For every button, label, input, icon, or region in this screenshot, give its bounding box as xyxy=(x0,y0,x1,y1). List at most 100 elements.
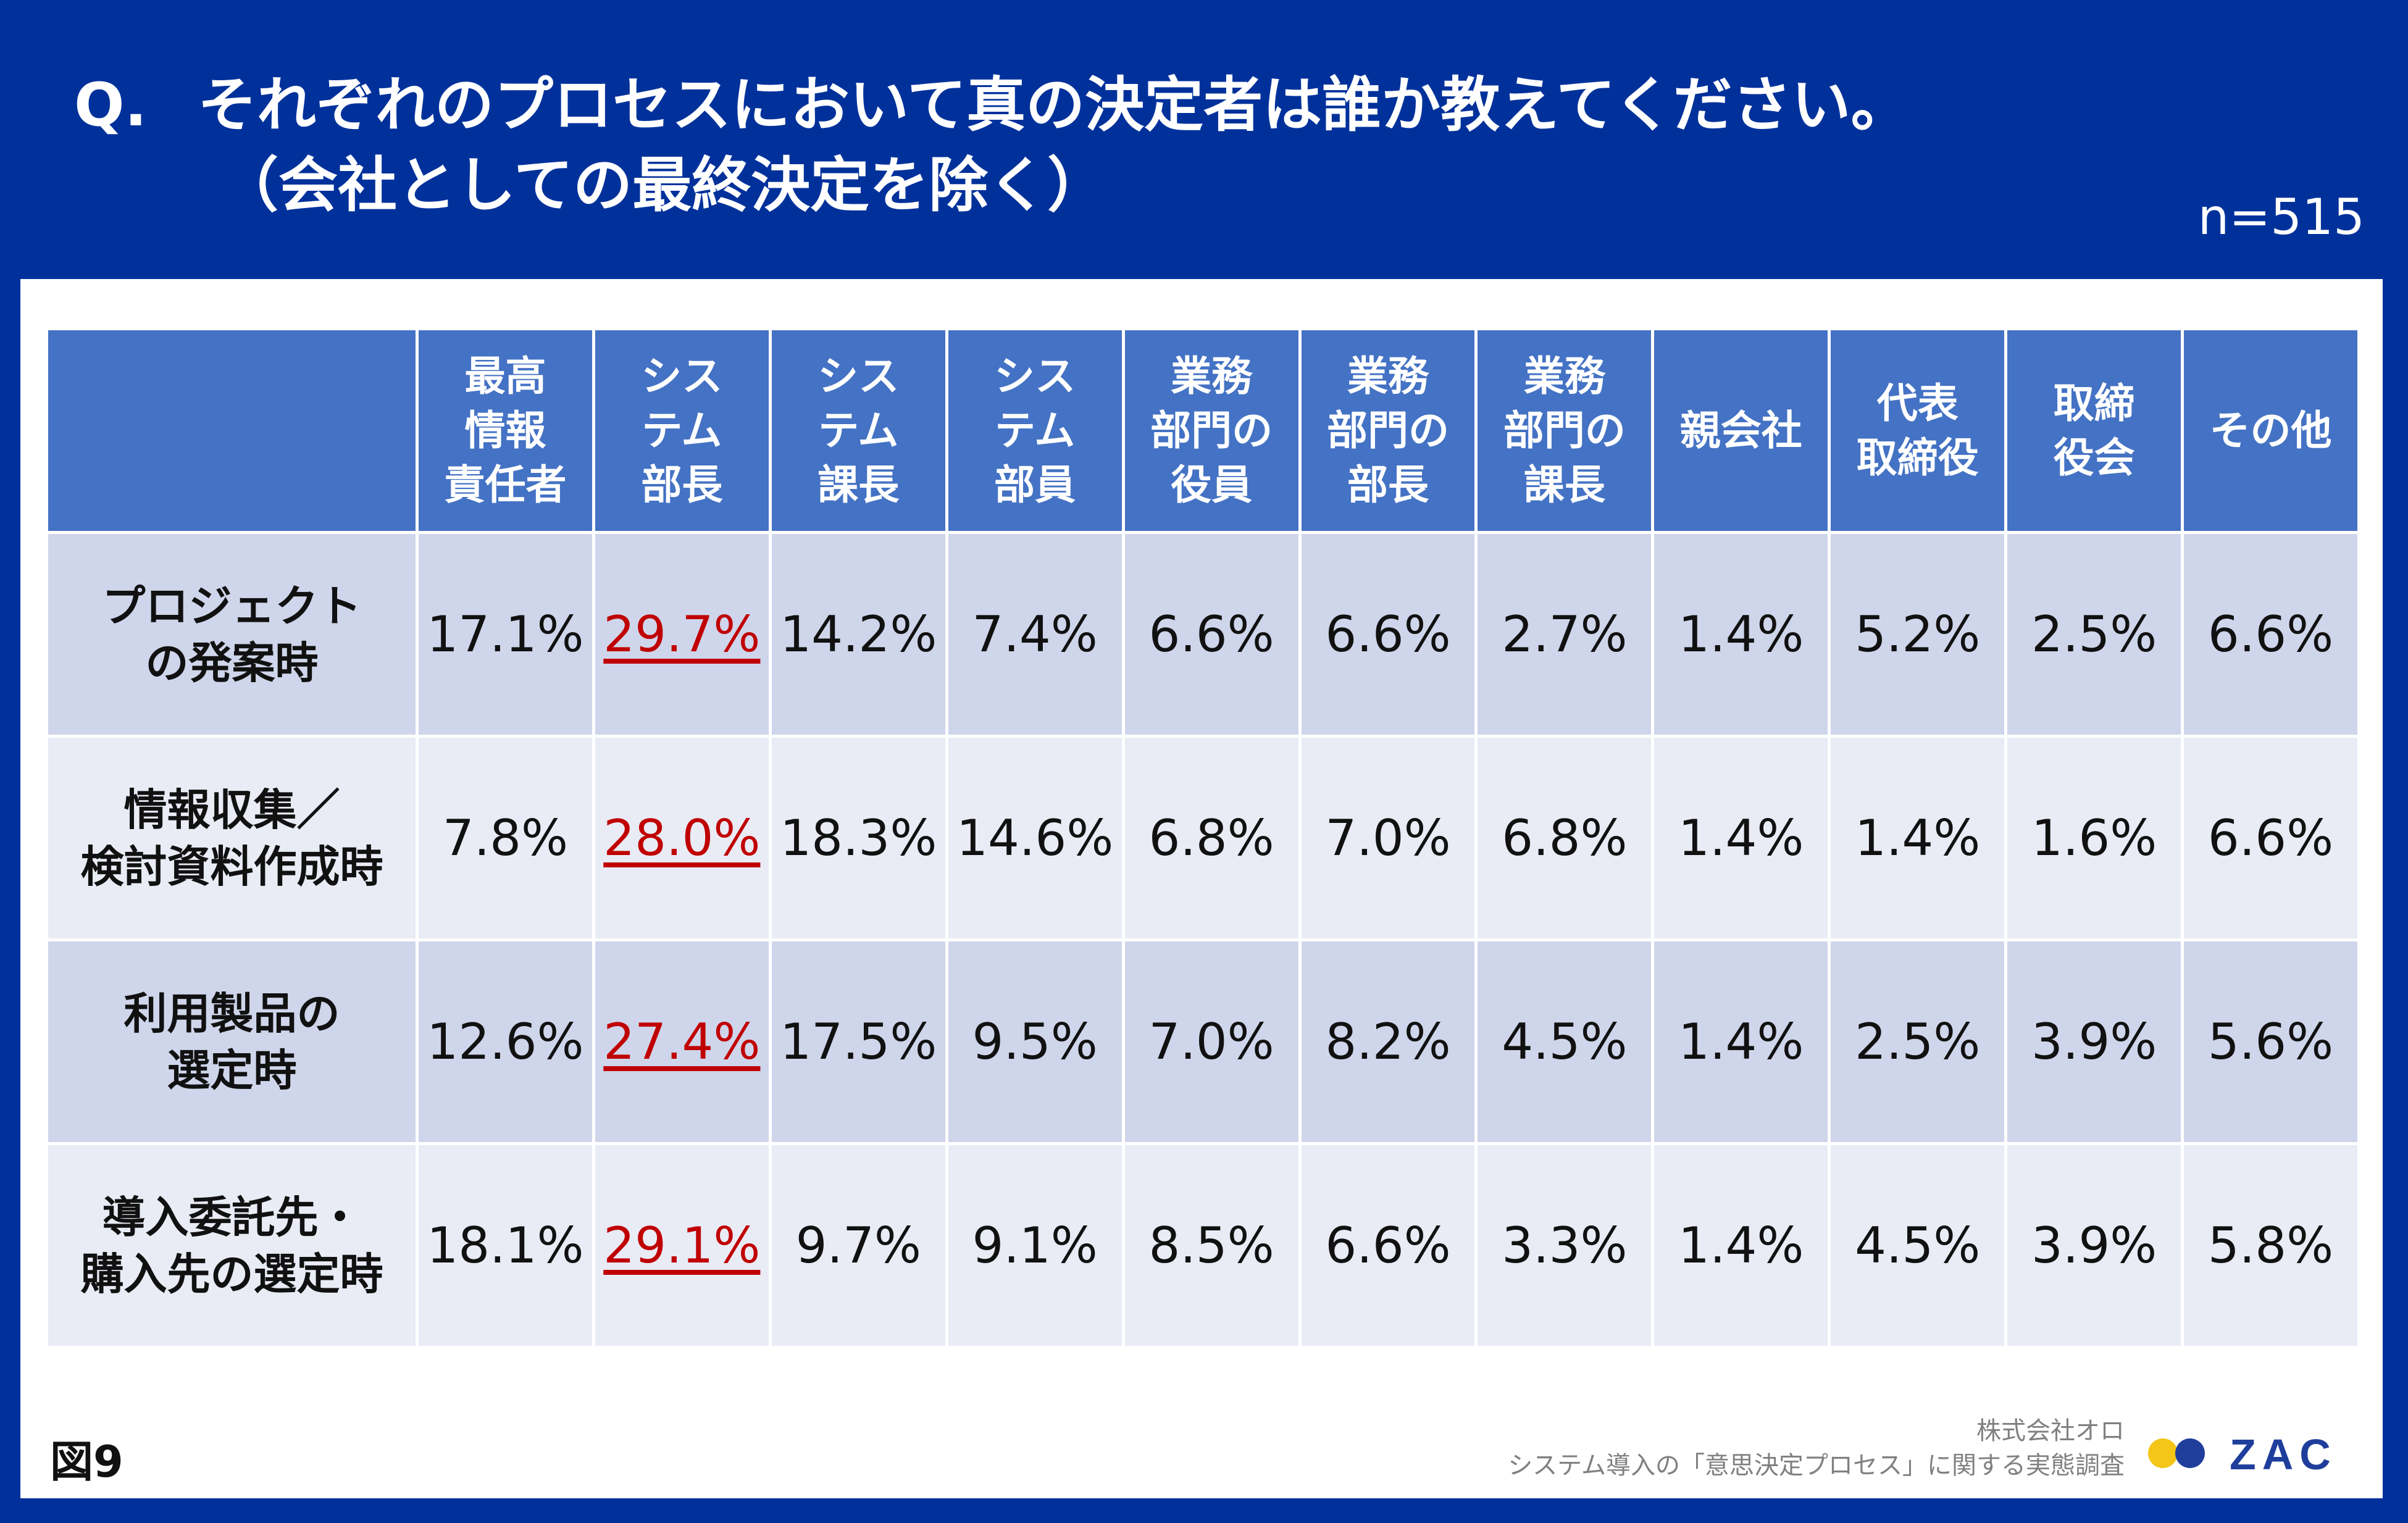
table-cell: 7.4% xyxy=(945,531,1125,738)
column-header-label: シス テム 部員 xyxy=(994,352,1076,509)
column-header-label: 取締 役会 xyxy=(2053,379,2135,482)
cell-value: 1.4% xyxy=(1678,1217,1804,1274)
cell-value: 12.6% xyxy=(427,1013,584,1070)
cell-value: 14.2% xyxy=(780,606,937,663)
column-header-label: 業務 部門の 課長 xyxy=(1503,352,1626,509)
table-cell: 9.1% xyxy=(945,1142,1125,1349)
table-cell: 7.0% xyxy=(1121,938,1302,1145)
cell-value: 3.3% xyxy=(1502,1217,1628,1274)
table-cell: 6.6% xyxy=(1298,531,1478,738)
cell-value: 7.0% xyxy=(1148,1013,1274,1070)
cell-value: 7.8% xyxy=(442,809,569,867)
logo-blue-dot xyxy=(2175,1438,2205,1468)
cell-value: 6.6% xyxy=(2207,809,2334,867)
table-cell: 4.5% xyxy=(1474,938,1655,1145)
credit: 株式会社オロ システム導入の「意思決定プロセス」に関する実態調査 xyxy=(1508,1414,2125,1483)
column-header: 親会社 xyxy=(1651,327,1831,534)
table-cell: 1.6% xyxy=(2004,735,2184,941)
cell-value: 2.7% xyxy=(1502,606,1628,663)
cell-value: 1.4% xyxy=(1855,809,1981,867)
table-cell: 6.6% xyxy=(1121,531,1302,738)
cell-value: 6.6% xyxy=(2207,606,2334,663)
cell-value: 14.6% xyxy=(956,809,1114,867)
question-text: それぞれのプロセスにおいて真の決定者は誰か教えてください。 xyxy=(198,70,1910,140)
column-header: 取締 役会 xyxy=(2004,327,2184,534)
row-header-label: 導入委託先・ 購入先の選定時 xyxy=(80,1191,383,1300)
table-cell: 17.5% xyxy=(768,938,948,1145)
table-body: プロジェクト の発案時 17.1% 29.7% 14.2% 7.4% 6.6% 6.6% 2.… xyxy=(45,531,2360,1349)
table-cell: 4.5% xyxy=(1828,1142,2008,1349)
zac-logo: ZAC xyxy=(2148,1427,2358,1479)
table-row: 情報収集／ 検討資料作成時 7.8% 28.0% 18.3% 14.6% 6.8% 7.0%… xyxy=(45,735,2360,941)
cell-value: 28.0% xyxy=(603,809,761,867)
cell-value: 3.9% xyxy=(2031,1217,2157,1274)
table-cell: 6.6% xyxy=(2181,531,2360,738)
credit-survey: システム導入の「意思決定プロセス」に関する実態調査 xyxy=(1508,1451,2125,1480)
column-header-label: シス テム 部長 xyxy=(641,352,723,509)
table-cell: 5.6% xyxy=(2181,938,2360,1145)
column-header: 業務 部門の 課長 xyxy=(1474,327,1655,534)
table-cell: 3.3% xyxy=(1474,1142,1655,1349)
row-header-label: プロジェクト の発案時 xyxy=(102,580,362,688)
cell-value: 9.7% xyxy=(795,1217,921,1274)
cell-value: 6.6% xyxy=(1148,606,1274,663)
column-header-label: 最高 情報 責任者 xyxy=(444,352,567,509)
cell-value: 6.8% xyxy=(1502,809,1628,867)
cell-value: 5.6% xyxy=(2207,1013,2334,1070)
table-cell: 1.4% xyxy=(1651,1142,1831,1349)
table-cell: 6.8% xyxy=(1121,735,1302,941)
table-cell: 18.3% xyxy=(768,735,948,941)
table-cell: 14.6% xyxy=(945,735,1125,941)
table-cell: 6.6% xyxy=(2181,735,2360,941)
row-header: 情報収集／ 検討資料作成時 xyxy=(45,735,419,941)
table-cell: 9.5% xyxy=(945,938,1125,1145)
cell-value: 2.5% xyxy=(2031,606,2157,663)
header-corner xyxy=(45,327,419,534)
row-header-label: 情報収集／ 検討資料作成時 xyxy=(80,784,383,892)
table-cell: 5.8% xyxy=(2181,1142,2360,1349)
row-header: 導入委託先・ 購入先の選定時 xyxy=(45,1142,419,1349)
column-header: シス テム 部員 xyxy=(945,327,1125,534)
column-header: 業務 部門の 役員 xyxy=(1121,327,1302,534)
column-header: シス テム 課長 xyxy=(768,327,948,534)
table-cell: 3.9% xyxy=(2004,938,2184,1145)
table-cell: 6.6% xyxy=(1298,1142,1478,1349)
row-header: 利用製品の 選定時 xyxy=(45,938,419,1145)
cell-value: 7.0% xyxy=(1325,809,1451,867)
cell-value: 8.5% xyxy=(1148,1217,1274,1274)
table-cell: 7.0% xyxy=(1298,735,1478,941)
question-prefix: Q. xyxy=(74,70,148,140)
table-cell: 6.8% xyxy=(1474,735,1655,941)
cell-value: 7.4% xyxy=(972,606,1098,663)
sample-size: n=515 xyxy=(2197,188,2365,246)
table-cell: 8.5% xyxy=(1121,1142,1302,1349)
table-cell: 1.4% xyxy=(1828,735,2008,941)
cell-value: 1.4% xyxy=(1678,1013,1804,1070)
question-title: Q. それぞれのプロセスにおいて真の決定者は誰か教えてください。 xyxy=(74,57,1910,143)
table-cell: 1.4% xyxy=(1651,531,1831,738)
credit-company: 株式会社オロ xyxy=(1976,1417,2125,1445)
cell-value: 8.2% xyxy=(1325,1013,1451,1070)
cell-value: 9.1% xyxy=(972,1217,1098,1274)
cell-value: 6.6% xyxy=(1325,606,1451,663)
column-header: 代表 取締役 xyxy=(1828,327,2008,534)
cell-value: 5.2% xyxy=(1855,606,1981,663)
column-header: 最高 情報 責任者 xyxy=(416,327,595,534)
cell-value: 18.1% xyxy=(427,1217,584,1274)
column-header-label: 業務 部門の 役員 xyxy=(1150,352,1273,509)
row-header-label: 利用製品の 選定時 xyxy=(123,988,340,1096)
table-cell: 14.2% xyxy=(768,531,948,738)
cell-value: 27.4% xyxy=(603,1013,761,1070)
table-cell: 29.7% xyxy=(592,531,772,738)
column-header: その他 xyxy=(2181,327,2360,534)
table-cell: 12.6% xyxy=(416,938,595,1145)
cell-value: 5.8% xyxy=(2207,1217,2334,1274)
figure-label: 図9 xyxy=(50,1437,123,1487)
logo-yellow-dot xyxy=(2148,1438,2178,1468)
column-header-label: 業務 部門の 部長 xyxy=(1326,352,1449,509)
cell-value: 9.5% xyxy=(972,1013,1098,1070)
column-header-label: その他 xyxy=(2209,406,2332,454)
table-cell: 17.1% xyxy=(416,531,595,738)
cell-value: 6.6% xyxy=(1325,1217,1451,1274)
cell-value: 1.4% xyxy=(1678,606,1804,663)
